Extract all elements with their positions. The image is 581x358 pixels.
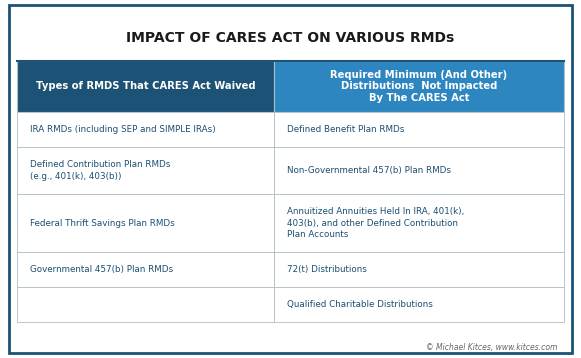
Text: © Michael Kitces, www.kitces.com: © Michael Kitces, www.kitces.com xyxy=(426,343,558,352)
Text: Annuitized Annuities Held In IRA, 401(k),
403(b), and other Defined Contribution: Annuitized Annuities Held In IRA, 401(k)… xyxy=(287,207,464,240)
Bar xyxy=(274,147,564,194)
Bar xyxy=(274,194,564,252)
Bar xyxy=(17,252,274,287)
Bar xyxy=(17,194,274,252)
Bar xyxy=(274,252,564,287)
Text: IRA RMDs (including SEP and SIMPLE IRAs): IRA RMDs (including SEP and SIMPLE IRAs) xyxy=(30,125,216,134)
Bar xyxy=(17,112,274,147)
Bar xyxy=(17,287,274,322)
Bar xyxy=(274,287,564,322)
Text: 72(t) Distributions: 72(t) Distributions xyxy=(287,265,367,274)
Text: IMPACT OF CARES ACT ON VARIOUS RMDs: IMPACT OF CARES ACT ON VARIOUS RMDs xyxy=(127,30,454,45)
Bar xyxy=(274,61,564,112)
Text: Governmental 457(b) Plan RMDs: Governmental 457(b) Plan RMDs xyxy=(30,265,173,274)
Bar xyxy=(17,61,274,112)
Text: Non-Governmental 457(b) Plan RMDs: Non-Governmental 457(b) Plan RMDs xyxy=(287,166,451,175)
Text: Defined Contribution Plan RMDs
(e.g., 401(k), 403(b)): Defined Contribution Plan RMDs (e.g., 40… xyxy=(30,160,171,181)
Bar xyxy=(17,147,274,194)
Text: Types of RMDS That CARES Act Waived: Types of RMDS That CARES Act Waived xyxy=(36,81,256,91)
Bar xyxy=(274,112,564,147)
Text: Required Minimum (And Other)
Distributions  Not Impacted
By The CARES Act: Required Minimum (And Other) Distributio… xyxy=(330,70,507,103)
Text: Defined Benefit Plan RMDs: Defined Benefit Plan RMDs xyxy=(287,125,404,134)
Text: Federal Thrift Savings Plan RMDs: Federal Thrift Savings Plan RMDs xyxy=(30,219,175,228)
Text: Qualified Charitable Distributions: Qualified Charitable Distributions xyxy=(287,300,433,309)
